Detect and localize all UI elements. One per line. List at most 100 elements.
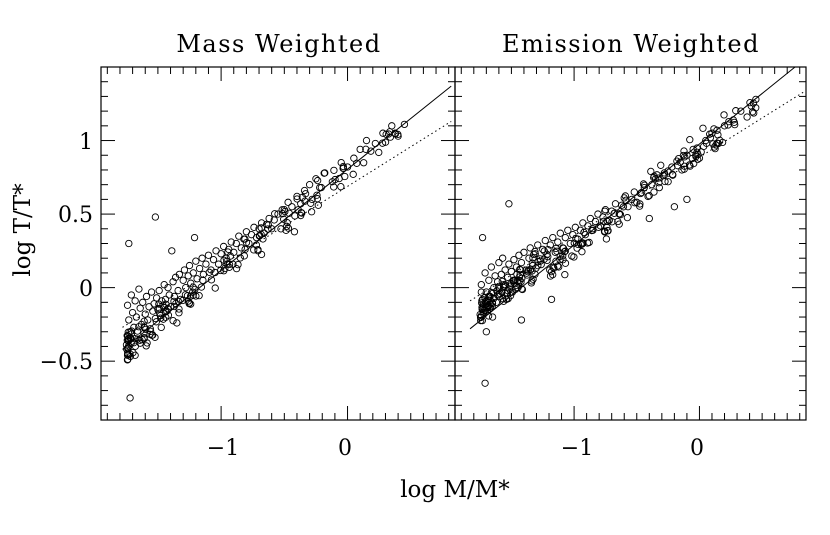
scatter-point-right xyxy=(492,298,501,306)
scatter-point-right xyxy=(686,136,694,144)
scatter-point-right xyxy=(749,99,758,107)
scatter-point-right xyxy=(615,220,623,228)
scatter-point-left xyxy=(224,248,232,256)
scatter-point-left xyxy=(232,239,240,248)
scatter-point-right xyxy=(495,258,503,267)
scatter-point-left xyxy=(154,306,162,314)
scatter-point-right xyxy=(690,159,698,168)
scatter-point-left xyxy=(284,198,292,206)
scatter-point-right xyxy=(640,181,649,189)
scatter-point-left xyxy=(169,278,177,286)
scatter-point-right xyxy=(534,258,542,266)
scatter-point-left xyxy=(226,252,235,260)
scatter-point-right xyxy=(488,302,496,310)
scatter-point-right xyxy=(601,228,609,236)
scatter-point-right xyxy=(574,240,582,249)
scatter-point-left xyxy=(237,244,245,252)
scatter-point-left xyxy=(204,251,213,259)
scatter-point-right xyxy=(712,141,720,149)
scatter-point-right xyxy=(484,303,492,312)
scatter-point-right xyxy=(498,254,507,262)
scatter-point-left xyxy=(330,183,338,191)
scatter-point-left xyxy=(207,276,216,284)
scatter-point-left xyxy=(378,139,387,147)
x-tick-label-neg1-left: −1 xyxy=(207,436,239,461)
scatter-point-left xyxy=(128,308,137,317)
scatter-point-left xyxy=(156,309,164,317)
scatter-point-right xyxy=(484,312,493,320)
scatter-point-right xyxy=(510,256,518,264)
scatter-point-right xyxy=(549,233,557,242)
scatter-point-right xyxy=(588,226,596,235)
scatter-point-left xyxy=(135,323,143,331)
scatter-point-right xyxy=(750,109,758,117)
scatter-point-right xyxy=(510,279,518,287)
scatter-point-left xyxy=(343,163,352,171)
scatter-point-right xyxy=(657,161,665,169)
plot-frame-right xyxy=(454,66,807,421)
scatter-point-right xyxy=(505,260,513,268)
scatter-point-left xyxy=(381,138,390,146)
scatter-point-left xyxy=(192,257,200,265)
scatter-point-left xyxy=(234,260,242,269)
scatter-point-right xyxy=(486,300,494,308)
scatter-point-right xyxy=(655,179,663,187)
scatter-point-right xyxy=(619,203,628,211)
scatter-point-left xyxy=(151,333,159,342)
x-tick-label-neg1-right: −1 xyxy=(561,436,593,461)
scatter-point-left xyxy=(291,212,299,220)
scatter-point-right xyxy=(493,287,501,295)
scatter-point-right xyxy=(478,233,487,242)
scatter-point-left xyxy=(375,148,383,157)
scatter-point-left xyxy=(298,193,307,201)
scatter-point-right xyxy=(544,245,552,254)
scatter-point-right xyxy=(621,192,630,200)
scatter-point-right xyxy=(513,277,522,285)
scatter-point-right xyxy=(560,248,569,256)
scatter-point-right xyxy=(685,161,694,169)
scatter-point-left xyxy=(162,300,170,309)
scatter-point-left xyxy=(125,239,133,248)
scatter-point-left xyxy=(175,309,183,317)
scatter-point-right xyxy=(737,107,745,115)
scatter-point-right xyxy=(561,270,569,279)
fit-line-solid-right xyxy=(469,66,796,330)
scatter-point-left xyxy=(353,159,361,167)
scatter-point-right xyxy=(534,261,542,270)
scatter-point-left xyxy=(362,145,370,153)
scatter-point-right xyxy=(709,140,717,148)
scatter-point-left xyxy=(313,191,321,199)
scatter-point-right xyxy=(679,151,688,160)
scatter-point-right xyxy=(564,226,572,234)
scatter-point-right xyxy=(664,167,672,175)
scatter-point-left xyxy=(149,307,157,315)
scatter-point-right xyxy=(534,241,542,249)
scatter-point-left xyxy=(305,181,314,189)
scatter-point-right xyxy=(491,272,499,280)
scatter-point-left xyxy=(385,130,393,138)
scatter-point-right xyxy=(714,131,722,139)
scatter-point-right xyxy=(664,178,672,186)
scatter-point-right xyxy=(668,170,677,179)
scatter-point-right xyxy=(616,210,624,218)
scatter-point-left xyxy=(308,195,316,204)
scatter-point-left xyxy=(170,297,178,306)
scatter-point-left xyxy=(284,224,293,232)
scatter-point-left xyxy=(130,323,138,331)
scatter-point-right xyxy=(485,276,493,284)
scatter-point-right xyxy=(493,291,502,299)
scatter-point-left xyxy=(337,183,345,191)
scatter-point-left xyxy=(139,298,147,306)
scatter-point-left xyxy=(185,299,193,308)
scatter-point-right xyxy=(605,216,613,225)
scatter-point-right xyxy=(720,111,728,119)
scatter-point-right xyxy=(697,148,705,156)
y-axis-label: log T/T* xyxy=(10,183,36,277)
scatter-point-right xyxy=(503,273,512,281)
scatter-point-left xyxy=(175,305,183,313)
scatter-point-left xyxy=(165,291,173,299)
scatter-point-left xyxy=(142,342,150,350)
scatter-point-left xyxy=(214,260,223,268)
scatter-point-left xyxy=(146,327,155,335)
scatter-point-right xyxy=(529,254,537,262)
